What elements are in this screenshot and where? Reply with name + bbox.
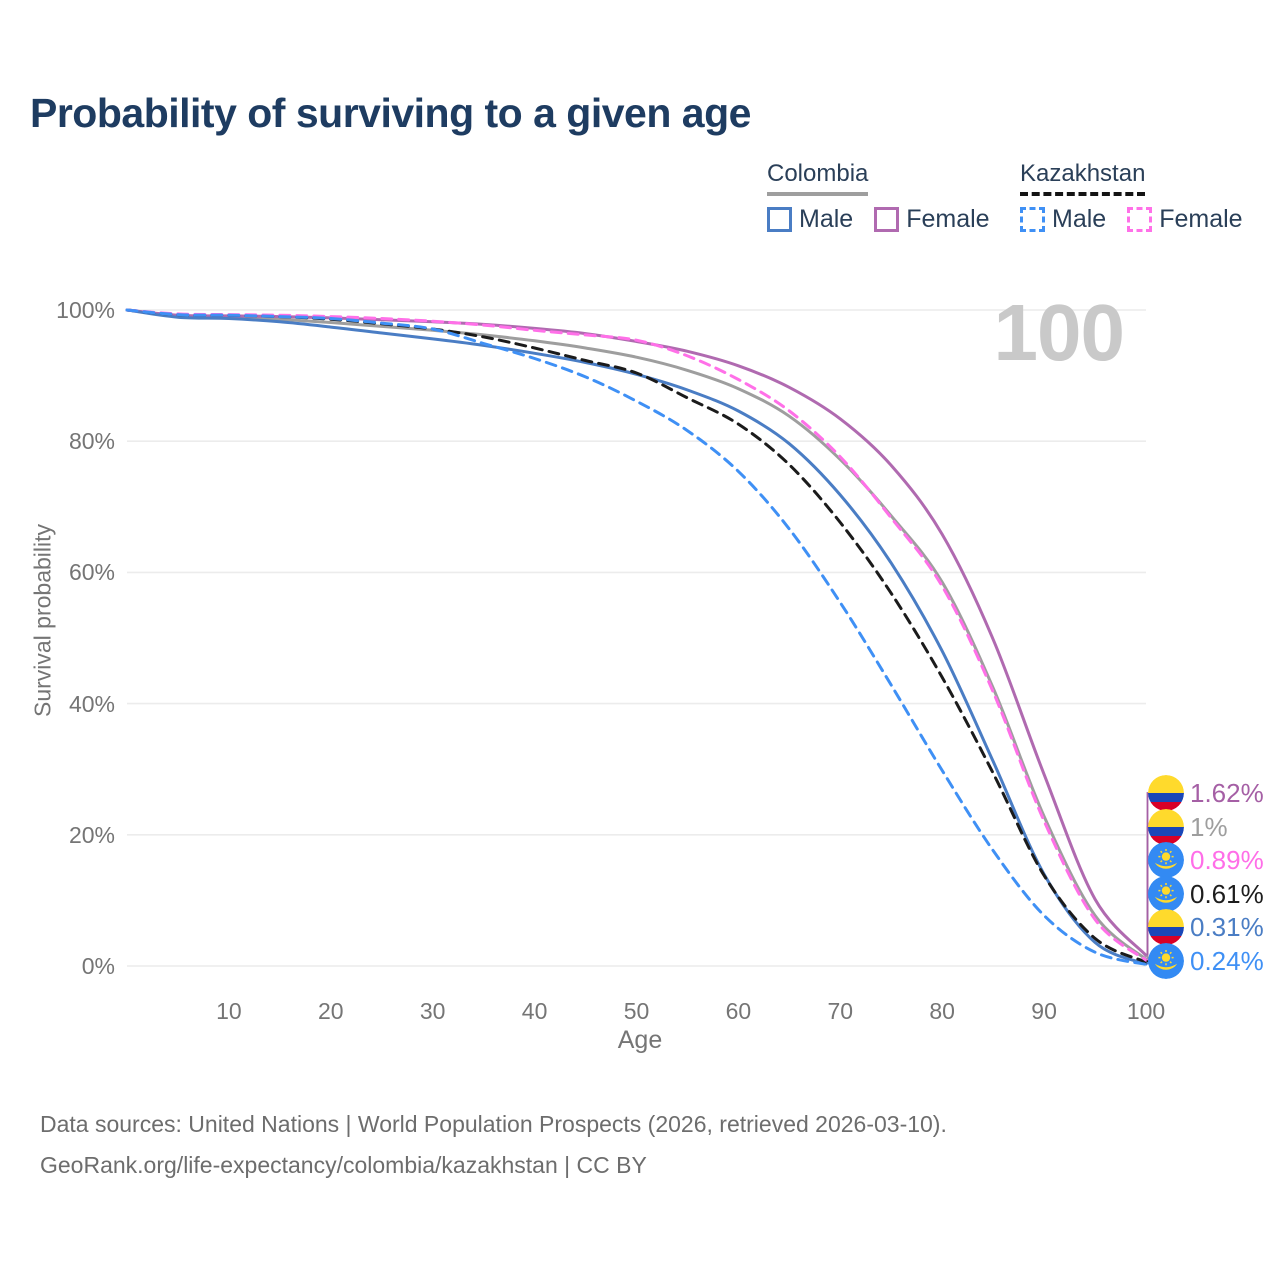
endpoint-row-colombia-female: 1.62% (1148, 775, 1264, 811)
series-line-kazakhstan-male[interactable] (125, 308, 1148, 966)
endpoint-value-kazakhstan-female: 0.89% (1190, 844, 1264, 875)
endpoint-row-colombia-all: 1% (1148, 809, 1228, 845)
y-tick-100: 100% (56, 297, 115, 323)
y-tick-40: 40% (68, 690, 115, 717)
legend-swatch-kazakhstan-female (1127, 207, 1153, 232)
series-line-colombia-male[interactable] (125, 308, 1148, 966)
page-title: Probability of surviving to a given age (30, 90, 751, 136)
endpoint-row-kazakhstan-all: 0.61% (1148, 876, 1264, 912)
endpoint-value-colombia-male: 0.31% (1190, 911, 1264, 942)
kazakhstan-flag-icon (1148, 943, 1184, 979)
legend-items: Male Female (767, 205, 990, 234)
footer-sources-line: Data sources: United Nations | World Pop… (40, 1111, 947, 1137)
endpoint-value-kazakhstan-male: 0.24% (1190, 945, 1264, 976)
x-axis-title: Age (617, 1026, 663, 1054)
x-tick-80: 80 (929, 998, 955, 1024)
footer: Data sources: United Nations | World Pop… (40, 1104, 947, 1186)
footer-url-line: GeoRank.org/life-expectancy/colombia/kaz… (40, 1152, 647, 1178)
series-line-kazakhstan-female[interactable] (125, 308, 1148, 962)
endpoint-row-kazakhstan-female: 0.89% (1148, 842, 1264, 878)
x-tick-90: 90 (1031, 998, 1057, 1024)
colombia-flag-icon (1148, 809, 1184, 845)
kazakhstan-flag-icon (1148, 876, 1184, 912)
legend-item-kazakhstan-female[interactable]: Female (1127, 205, 1243, 234)
x-tick-40: 40 (521, 998, 548, 1024)
y-axis-title: Survival probability (29, 523, 56, 718)
kazakhstan-flag-icon (1148, 842, 1184, 878)
legend-label: Female (1159, 205, 1243, 233)
y-tick-20: 20% (68, 821, 115, 848)
x-tick-10: 10 (216, 998, 242, 1024)
legend-swatch-colombia-female (874, 207, 900, 232)
endpoint-row-kazakhstan-male: 0.24% (1148, 943, 1264, 979)
x-tick-20: 20 (318, 998, 344, 1024)
y-tick-0: 0% (81, 953, 115, 979)
legend: Colombia Male Female Kazakhstan Male Female (0, 0, 1280, 240)
series-line-kazakhstan-all[interactable] (125, 308, 1148, 964)
legend-label: Male (799, 205, 854, 233)
colombia-flag-icon (1148, 909, 1184, 945)
legend-group-colombia: Colombia Male Female (767, 160, 990, 234)
legend-label: Male (1052, 205, 1107, 233)
colombia-flag-icon (1148, 775, 1184, 811)
legend-country-colombia[interactable]: Colombia (767, 160, 869, 196)
legend-group-kazakhstan: Kazakhstan Male Female (1020, 160, 1243, 234)
endpoint-row-colombia-male: 0.31% (1148, 909, 1264, 945)
endpoint-value-colombia-all: 1% (1190, 811, 1228, 842)
x-tick-30: 30 (419, 998, 446, 1024)
endpoint-value-kazakhstan-all: 0.61% (1190, 878, 1264, 909)
x-tick-60: 60 (725, 998, 752, 1024)
legend-swatch-kazakhstan-male (1020, 207, 1045, 232)
endpoint-value-colombia-female: 1.62% (1190, 777, 1264, 808)
x-tick-50: 50 (623, 998, 650, 1024)
y-tick-80: 80% (68, 428, 115, 455)
legend-item-colombia-male[interactable]: Male (767, 205, 853, 234)
x-tick-100: 100 (1126, 998, 1166, 1024)
hovered-age-watermark: 100 (993, 288, 1125, 377)
legend-swatch-colombia-male (767, 207, 792, 232)
legend-label: Female (906, 205, 990, 233)
legend-item-colombia-female[interactable]: Female (874, 205, 990, 234)
legend-country-kazakhstan[interactable]: Kazakhstan (1020, 160, 1146, 196)
legend-item-kazakhstan-male[interactable]: Male (1020, 205, 1106, 234)
y-tick-60: 60% (68, 559, 115, 586)
legend-items: Male Female (1020, 205, 1243, 234)
x-tick-70: 70 (827, 998, 854, 1024)
series-line-colombia-all[interactable] (125, 308, 1148, 961)
series-line-colombia-female[interactable] (125, 308, 1148, 957)
